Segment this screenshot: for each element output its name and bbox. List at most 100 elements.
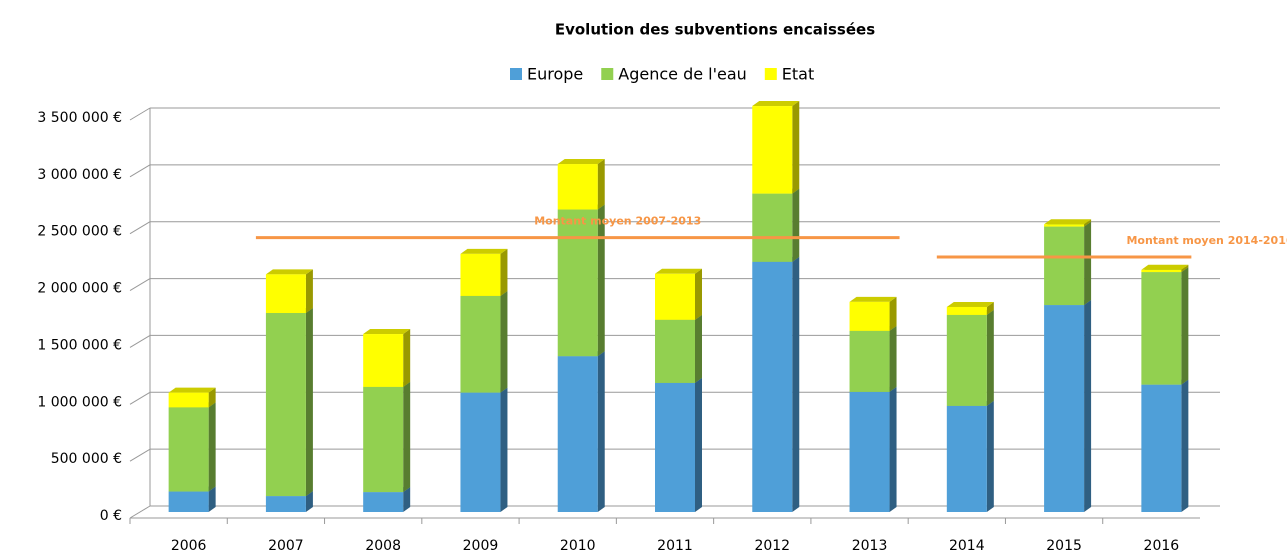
legend-label: Europe — [527, 65, 583, 84]
annotation: Montant moyen 2007-2013 — [534, 215, 701, 228]
bar-side — [986, 309, 994, 406]
x-tick-label: 2014 — [949, 538, 985, 550]
bar-side — [305, 491, 313, 512]
bar — [752, 106, 793, 194]
bar — [946, 314, 987, 406]
y-tick-label: 1 000 000 € — [37, 394, 122, 410]
y-tick-label: 0 € — [100, 508, 122, 524]
bar-side — [1084, 300, 1092, 512]
bar — [946, 306, 987, 315]
bar — [363, 492, 404, 512]
bar-top — [168, 387, 216, 393]
grid-line — [129, 391, 151, 405]
x-tick-label: 2006 — [171, 538, 207, 550]
legend-label: Agence de l'eau — [618, 65, 747, 84]
bar-side — [597, 351, 605, 512]
bar-side — [500, 387, 508, 512]
x-tick-label: 2015 — [1046, 538, 1082, 550]
bar-side — [1181, 379, 1189, 512]
bar — [168, 392, 209, 408]
bar — [655, 273, 695, 320]
y-tick-label: 2 500 000 € — [37, 224, 122, 240]
bar-side — [986, 301, 994, 315]
bar — [849, 301, 890, 331]
bar-side — [986, 400, 994, 512]
bar-side — [695, 268, 702, 320]
bar — [557, 164, 598, 210]
bar-top — [946, 301, 994, 307]
bar-top — [460, 248, 508, 254]
grid-line — [129, 107, 151, 121]
bar-side — [792, 256, 800, 512]
bar-side — [1181, 264, 1189, 273]
x-tick-label: 2009 — [463, 538, 499, 550]
bar-side — [695, 314, 702, 383]
bar — [946, 405, 987, 512]
bar-side — [792, 188, 800, 262]
x-tick-label: 2010 — [560, 538, 596, 550]
bar — [168, 407, 209, 492]
bar-top — [363, 329, 411, 335]
bar-side — [1084, 219, 1092, 227]
bar-side — [500, 290, 508, 393]
legend-swatch — [510, 68, 522, 80]
y-tick-label: 2 000 000 € — [37, 281, 122, 297]
y-tick-label: 3 500 000 € — [37, 110, 122, 126]
bar — [655, 319, 695, 383]
bar-side — [792, 101, 800, 194]
bar — [363, 334, 404, 387]
grid-line — [129, 448, 151, 462]
bar-top — [265, 269, 313, 275]
bar-side — [208, 402, 216, 492]
legend-label: Etat — [782, 65, 814, 84]
bar — [1141, 384, 1182, 512]
bar — [557, 356, 598, 512]
x-tick-label: 2008 — [365, 538, 401, 550]
bar-side — [597, 159, 605, 210]
grid-line — [129, 221, 151, 235]
bar — [1044, 224, 1085, 227]
bar-side — [695, 377, 702, 512]
bar-side — [889, 325, 897, 392]
y-tick-label: 500 000 € — [51, 451, 122, 467]
bar — [460, 392, 501, 512]
bar-side — [500, 248, 508, 296]
grid-line — [129, 505, 151, 519]
legend-swatch — [601, 68, 614, 80]
bar — [1141, 269, 1182, 273]
bar-side — [1084, 221, 1092, 306]
legend-swatch — [764, 68, 777, 80]
bar-side — [889, 296, 897, 331]
bar — [1141, 272, 1182, 385]
bar-side — [597, 204, 605, 357]
bar-side — [403, 381, 411, 493]
bar — [1044, 305, 1085, 512]
bar-top — [655, 268, 702, 274]
bar — [265, 274, 306, 313]
bar — [265, 496, 306, 512]
y-tick-label: 1 500 000 € — [37, 337, 122, 353]
grid-line — [129, 278, 151, 292]
bar-side — [208, 486, 216, 512]
bar-side — [403, 487, 411, 512]
x-tick-label: 2013 — [852, 538, 888, 550]
bar-top — [849, 296, 897, 302]
bar-side — [305, 308, 313, 497]
bar-side — [208, 387, 216, 408]
bar — [655, 382, 695, 512]
bar-top — [557, 159, 605, 165]
bar — [460, 253, 501, 296]
bar-top — [1044, 219, 1092, 225]
y-tick-label: 3 000 000 € — [37, 167, 122, 183]
grid-line — [129, 164, 151, 178]
bar-side — [889, 386, 897, 512]
bar-side — [403, 329, 411, 387]
x-tick-label: 2016 — [1144, 538, 1180, 550]
bar-top — [1141, 264, 1189, 270]
grid-line — [129, 334, 151, 348]
bar — [363, 386, 404, 493]
x-tick-label: 2007 — [268, 538, 304, 550]
annotation: Montant moyen 2014-2016 — [1126, 234, 1287, 247]
bar — [752, 261, 793, 512]
